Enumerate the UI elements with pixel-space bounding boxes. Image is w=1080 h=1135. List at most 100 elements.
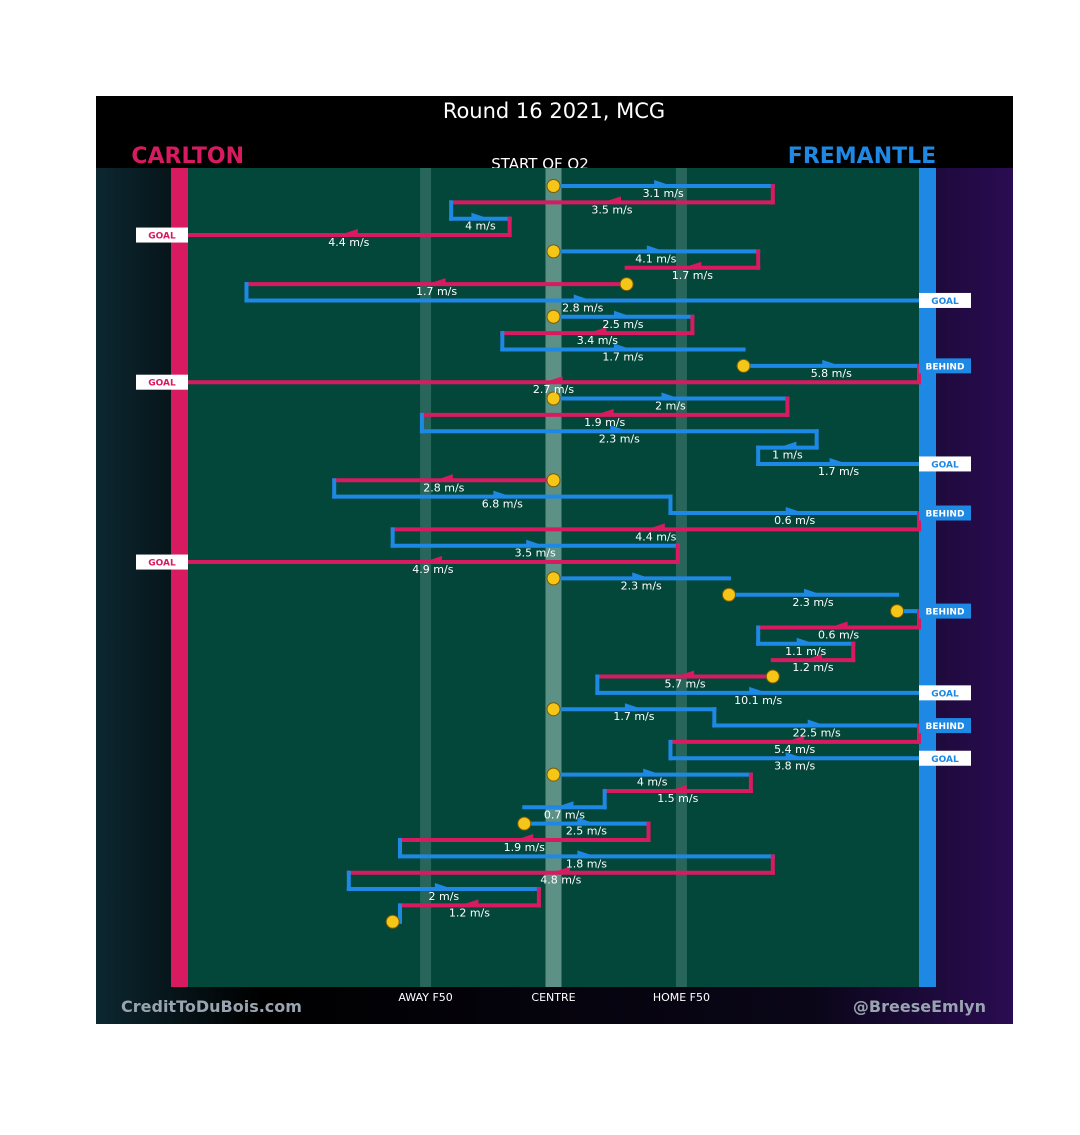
speed-label: 3.1 m/s bbox=[643, 187, 684, 200]
speed-label: 2.5 m/s bbox=[602, 318, 643, 331]
speed-label: 2.5 m/s bbox=[566, 825, 607, 838]
speed-label: 2.3 m/s bbox=[621, 579, 662, 592]
goal-label: GOAL bbox=[148, 559, 176, 569]
possession-chain-chart: Round 16 2021, MCG CARLTON FREMANTLE STA… bbox=[96, 96, 1013, 1024]
speed-label: 2.3 m/s bbox=[599, 432, 640, 445]
direction-arrow bbox=[785, 735, 804, 743]
home-goal-line bbox=[919, 168, 936, 987]
direction-arrow bbox=[785, 752, 804, 760]
direction-arrow bbox=[577, 817, 596, 825]
speed-label: 1.7 m/s bbox=[672, 269, 713, 282]
ball-marker bbox=[385, 914, 400, 929]
speed-label: 5.4 m/s bbox=[774, 743, 815, 756]
ball-marker bbox=[546, 309, 561, 324]
ball-marker bbox=[546, 767, 561, 782]
speed-label: 4 m/s bbox=[637, 776, 668, 789]
speed-label: 1.2 m/s bbox=[449, 906, 490, 919]
goal-box bbox=[919, 292, 971, 308]
ball-marker bbox=[890, 604, 905, 619]
ball-marker bbox=[546, 702, 561, 717]
direction-arrow bbox=[749, 686, 768, 694]
behind-box bbox=[919, 603, 971, 619]
ball-marker bbox=[765, 669, 780, 684]
direction-arrow bbox=[668, 784, 687, 792]
direction-arrow bbox=[339, 229, 358, 237]
speed-label: 0.6 m/s bbox=[774, 514, 815, 527]
goal-label: GOAL bbox=[931, 297, 959, 307]
direction-arrow bbox=[661, 392, 680, 400]
direction-arrow bbox=[573, 294, 592, 302]
speed-label: 1.7 m/s bbox=[818, 465, 859, 478]
ball-markers bbox=[385, 179, 905, 929]
goal-label: GOAL bbox=[931, 689, 959, 699]
goal-box bbox=[136, 554, 188, 570]
direction-arrow bbox=[555, 801, 574, 809]
goal-label: GOAL bbox=[148, 232, 176, 242]
goal-box bbox=[919, 750, 971, 766]
goal-box bbox=[919, 456, 971, 472]
ball-marker bbox=[546, 571, 561, 586]
direction-arrow bbox=[822, 359, 841, 367]
direction-arrow bbox=[460, 899, 479, 907]
x-tick-label: HOME F50 bbox=[653, 991, 710, 1004]
direction-arrow bbox=[804, 588, 823, 596]
credit-left: CreditToDuBois.com bbox=[121, 997, 302, 1016]
ball-marker bbox=[736, 358, 751, 373]
speed-label: 2 m/s bbox=[429, 890, 460, 903]
direction-arrow bbox=[778, 441, 797, 449]
speed-label: 4.1 m/s bbox=[635, 252, 676, 265]
direction-arrow bbox=[804, 654, 823, 662]
direction-arrow bbox=[577, 850, 596, 858]
speed-label: 1.2 m/s bbox=[792, 661, 833, 674]
speed-label: 22.5 m/s bbox=[793, 727, 841, 740]
speed-label: 1.7 m/s bbox=[602, 351, 643, 364]
speed-label: 1.1 m/s bbox=[785, 645, 826, 658]
ball-marker bbox=[546, 391, 561, 406]
speed-label: 4.8 m/s bbox=[540, 874, 581, 887]
goal-label: GOAL bbox=[931, 460, 959, 470]
speed-label: 5.8 m/s bbox=[811, 367, 852, 380]
speed-label: 1.9 m/s bbox=[504, 841, 545, 854]
chart-title: Round 16 2021, MCG bbox=[443, 99, 665, 123]
goal-label: GOAL bbox=[148, 379, 176, 389]
behind-label: BEHIND bbox=[926, 510, 965, 520]
goal-box bbox=[919, 685, 971, 701]
goal-box bbox=[136, 374, 188, 390]
speed-label: 6.8 m/s bbox=[482, 498, 523, 511]
speed-label: 2.8 m/s bbox=[562, 301, 603, 314]
direction-arrow bbox=[434, 474, 453, 482]
direction-arrow bbox=[471, 212, 490, 220]
speed-label: 4.9 m/s bbox=[412, 563, 453, 576]
behind-box bbox=[919, 718, 971, 734]
direction-arrow bbox=[829, 621, 848, 629]
speed-label: 1.9 m/s bbox=[584, 416, 625, 429]
speed-label: 4.4 m/s bbox=[328, 236, 369, 249]
speed-label: 1 m/s bbox=[772, 449, 803, 462]
direction-arrow bbox=[595, 408, 614, 416]
speed-label: 10.1 m/s bbox=[734, 694, 782, 707]
x-axis-ticks: AWAY F50 CENTRE HOME F50 bbox=[398, 991, 710, 1004]
ball-marker bbox=[546, 473, 561, 488]
speed-label: 2.7 m/s bbox=[533, 383, 574, 396]
direction-arrow bbox=[526, 539, 545, 547]
away-team-name: CARLTON bbox=[131, 144, 244, 169]
possession-chains bbox=[186, 180, 921, 924]
x-tick-label: CENTRE bbox=[531, 991, 575, 1004]
away-goal-line bbox=[171, 168, 188, 987]
speed-labels: 3.1 m/s 3.5 m/s 4 m/s 4.4 m/s 4.1 m/s 1.7 m/s… bbox=[328, 187, 859, 919]
direction-arrow bbox=[646, 523, 665, 531]
direction-arrow bbox=[796, 637, 815, 645]
speed-label: 3.8 m/s bbox=[774, 759, 815, 772]
behind-box bbox=[919, 358, 971, 374]
speed-label: 4.4 m/s bbox=[635, 530, 676, 543]
behind-label: BEHIND bbox=[926, 722, 965, 732]
goal-box bbox=[136, 227, 188, 243]
ball-marker bbox=[619, 277, 634, 292]
speed-label: 3.5 m/s bbox=[591, 203, 632, 216]
direction-arrow bbox=[493, 490, 512, 498]
direction-arrow bbox=[654, 180, 673, 187]
speed-label: 2.3 m/s bbox=[792, 596, 833, 609]
ball-marker bbox=[546, 244, 561, 259]
direction-arrow bbox=[544, 376, 563, 384]
speed-label: 1.8 m/s bbox=[566, 857, 607, 870]
